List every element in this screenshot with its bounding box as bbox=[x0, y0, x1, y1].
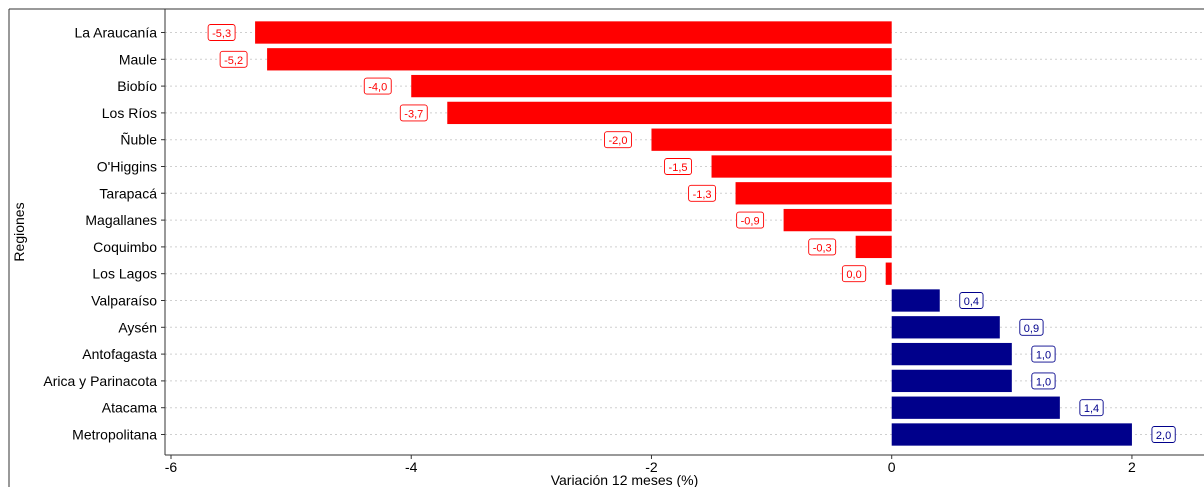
data-label-coquimbo: -0,3 bbox=[808, 238, 837, 256]
data-label-box bbox=[1079, 399, 1104, 417]
category-label-o-higgins: O'Higgins bbox=[97, 159, 157, 175]
data-label-valparaiso: 0,4 bbox=[959, 292, 984, 309]
data-label-maule: -5,2 bbox=[219, 50, 248, 68]
bar-coquimbo bbox=[855, 235, 892, 259]
data-label-box bbox=[841, 265, 867, 283]
axes: La Araucanía Maule Biobío Los Ríos Ñuble O'Hi… bbox=[8, 8, 1204, 487]
bar-aysen bbox=[891, 316, 1000, 339]
data-label-text: 2,0 bbox=[1156, 430, 1171, 442]
x-tick-label: 0 bbox=[888, 459, 896, 475]
data-label-antofagasta: 1,0 bbox=[1031, 345, 1056, 363]
data-label-metropolitana: 2,0 bbox=[1151, 426, 1176, 443]
y-axis-title: Regiones bbox=[11, 202, 27, 261]
bar-atacama bbox=[891, 396, 1060, 419]
data-label-text: 1,0 bbox=[1036, 376, 1051, 388]
data-label-tarapaca: -1,3 bbox=[688, 184, 716, 202]
bar-magallanes bbox=[783, 208, 892, 232]
data-label-los-lagos: 0,0 bbox=[841, 265, 867, 283]
data-label-la-araucania: -5,3 bbox=[207, 24, 236, 41]
data-label-box bbox=[207, 24, 236, 41]
data-label-text: 0,4 bbox=[964, 296, 979, 308]
category-label-antofagasta: Antofagasta bbox=[82, 346, 157, 362]
category-label-los-lagos: Los Lagos bbox=[92, 266, 157, 282]
data-label-arica-y-parinacota: 1,0 bbox=[1031, 372, 1056, 390]
bar-o-higgins bbox=[711, 155, 892, 178]
data-label-box bbox=[736, 211, 765, 229]
category-label-los-rios: Los Ríos bbox=[102, 105, 157, 121]
category-label-arica-y-parinacota: Arica y Parinacota bbox=[43, 373, 157, 389]
data-label-text: -4,0 bbox=[368, 82, 387, 94]
bars bbox=[255, 21, 1132, 446]
data-label-text: 1,4 bbox=[1084, 403, 1099, 415]
bar-antofagasta bbox=[891, 342, 1012, 366]
data-label-text: -1,3 bbox=[693, 189, 712, 201]
bar-los-lagos bbox=[885, 262, 892, 285]
data-label-atacama: 1,4 bbox=[1079, 399, 1104, 417]
data-label-text: -1,5 bbox=[669, 162, 688, 174]
data-label-text: -0,3 bbox=[813, 242, 832, 254]
category-label-coquimbo: Coquimbo bbox=[93, 239, 157, 255]
data-label-text: -5,3 bbox=[212, 28, 231, 40]
bar-tarapaca bbox=[735, 182, 892, 205]
data-label-nuble: -2,0 bbox=[604, 131, 632, 149]
data-label-box bbox=[664, 158, 692, 175]
x-tick-label: -2 bbox=[645, 459, 658, 475]
bar-metropolitana bbox=[891, 423, 1132, 446]
data-label-box bbox=[604, 131, 632, 149]
category-label-biobio: Biobío bbox=[117, 78, 157, 94]
data-label-los-rios: -3,7 bbox=[399, 104, 428, 122]
data-label-box bbox=[399, 104, 428, 122]
data-label-box bbox=[1151, 426, 1176, 443]
data-label-box bbox=[808, 238, 837, 256]
data-label-text: -2,0 bbox=[608, 135, 627, 147]
category-label-tarapaca: Tarapacá bbox=[99, 185, 157, 201]
data-label-magallanes: -0,9 bbox=[736, 211, 765, 229]
category-label-la-araucania: La Araucanía bbox=[74, 25, 157, 41]
data-label-box bbox=[1031, 345, 1056, 363]
data-label-text: 1,0 bbox=[1036, 350, 1051, 362]
bar-la-araucania bbox=[255, 21, 892, 44]
x-tick-label: -6 bbox=[165, 459, 178, 475]
bar-arica-y-parinacota bbox=[891, 369, 1012, 393]
bar-valparaiso bbox=[891, 289, 940, 312]
category-label-aysen: Aysén bbox=[118, 319, 157, 335]
data-label-text: 0,0 bbox=[846, 269, 861, 281]
category-label-maule: Maule bbox=[119, 51, 157, 67]
bar-biobio bbox=[411, 74, 892, 98]
data-label-biobio: -4,0 bbox=[363, 77, 392, 95]
x-tick-label: -4 bbox=[405, 459, 418, 475]
data-label-text: -3,7 bbox=[404, 108, 423, 120]
bar-los-rios bbox=[447, 101, 892, 125]
category-label-atacama: Atacama bbox=[102, 400, 157, 416]
data-label-box bbox=[219, 50, 248, 68]
category-label-nuble: Ñuble bbox=[120, 132, 157, 148]
x-tick-label: 2 bbox=[1128, 459, 1136, 475]
data-label-box bbox=[688, 184, 716, 202]
category-label-metropolitana: Metropolitana bbox=[72, 427, 157, 443]
data-label-text: -0,9 bbox=[741, 216, 760, 228]
data-label-box bbox=[1019, 318, 1044, 336]
data-label-box bbox=[959, 292, 984, 309]
x-axis-title: Variación 12 meses (%) bbox=[551, 472, 699, 487]
data-label-box bbox=[363, 77, 392, 95]
data-label-o-higgins: -1,5 bbox=[664, 158, 692, 175]
category-label-magallanes: Magallanes bbox=[85, 212, 157, 228]
category-label-valparaiso: Valparaíso bbox=[91, 293, 157, 309]
bar-nuble bbox=[651, 128, 892, 151]
data-label-box bbox=[1031, 372, 1056, 390]
data-label-text: -5,2 bbox=[224, 55, 243, 67]
data-label-text: 0,9 bbox=[1024, 323, 1039, 335]
data-labels: -5,3 -5,2 -4,0 -3,7 -2,0 -1,5 -1,3 -0,9 -0,3 0,0 0… bbox=[207, 24, 1176, 443]
bar-maule bbox=[267, 48, 892, 71]
data-label-aysen: 0,9 bbox=[1019, 318, 1044, 336]
